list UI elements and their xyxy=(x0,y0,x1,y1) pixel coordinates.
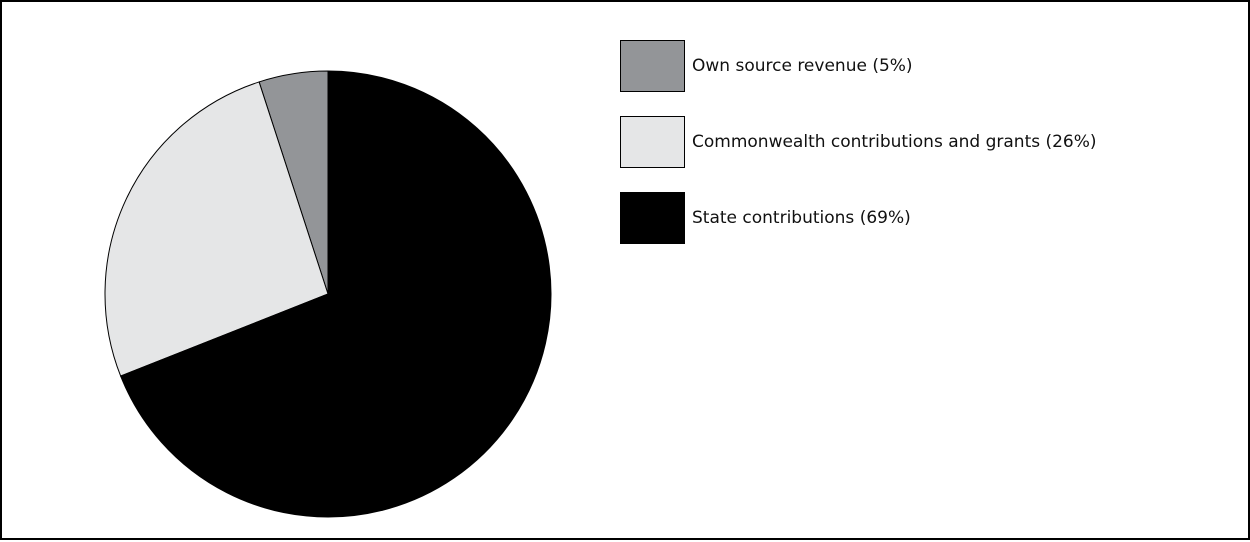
pie-slice-commonwealth xyxy=(104,81,329,377)
legend-item-own-source: Own source revenue (5%) xyxy=(620,40,913,92)
pie-chart xyxy=(104,70,552,518)
legend-label-own-source: Own source revenue (5%) xyxy=(692,56,913,76)
legend-item-commonwealth: Commonwealth contributions and grants (2… xyxy=(620,116,1097,168)
legend-swatch-commonwealth xyxy=(620,116,685,168)
legend-swatch-state xyxy=(620,192,685,244)
legend-label-commonwealth: Commonwealth contributions and grants (2… xyxy=(692,132,1097,152)
legend-label-state: State contributions (69%) xyxy=(692,208,911,228)
legend-item-state: State contributions (69%) xyxy=(620,192,911,244)
pie-slice-state xyxy=(120,70,552,518)
legend-swatch-own-source xyxy=(620,40,685,92)
